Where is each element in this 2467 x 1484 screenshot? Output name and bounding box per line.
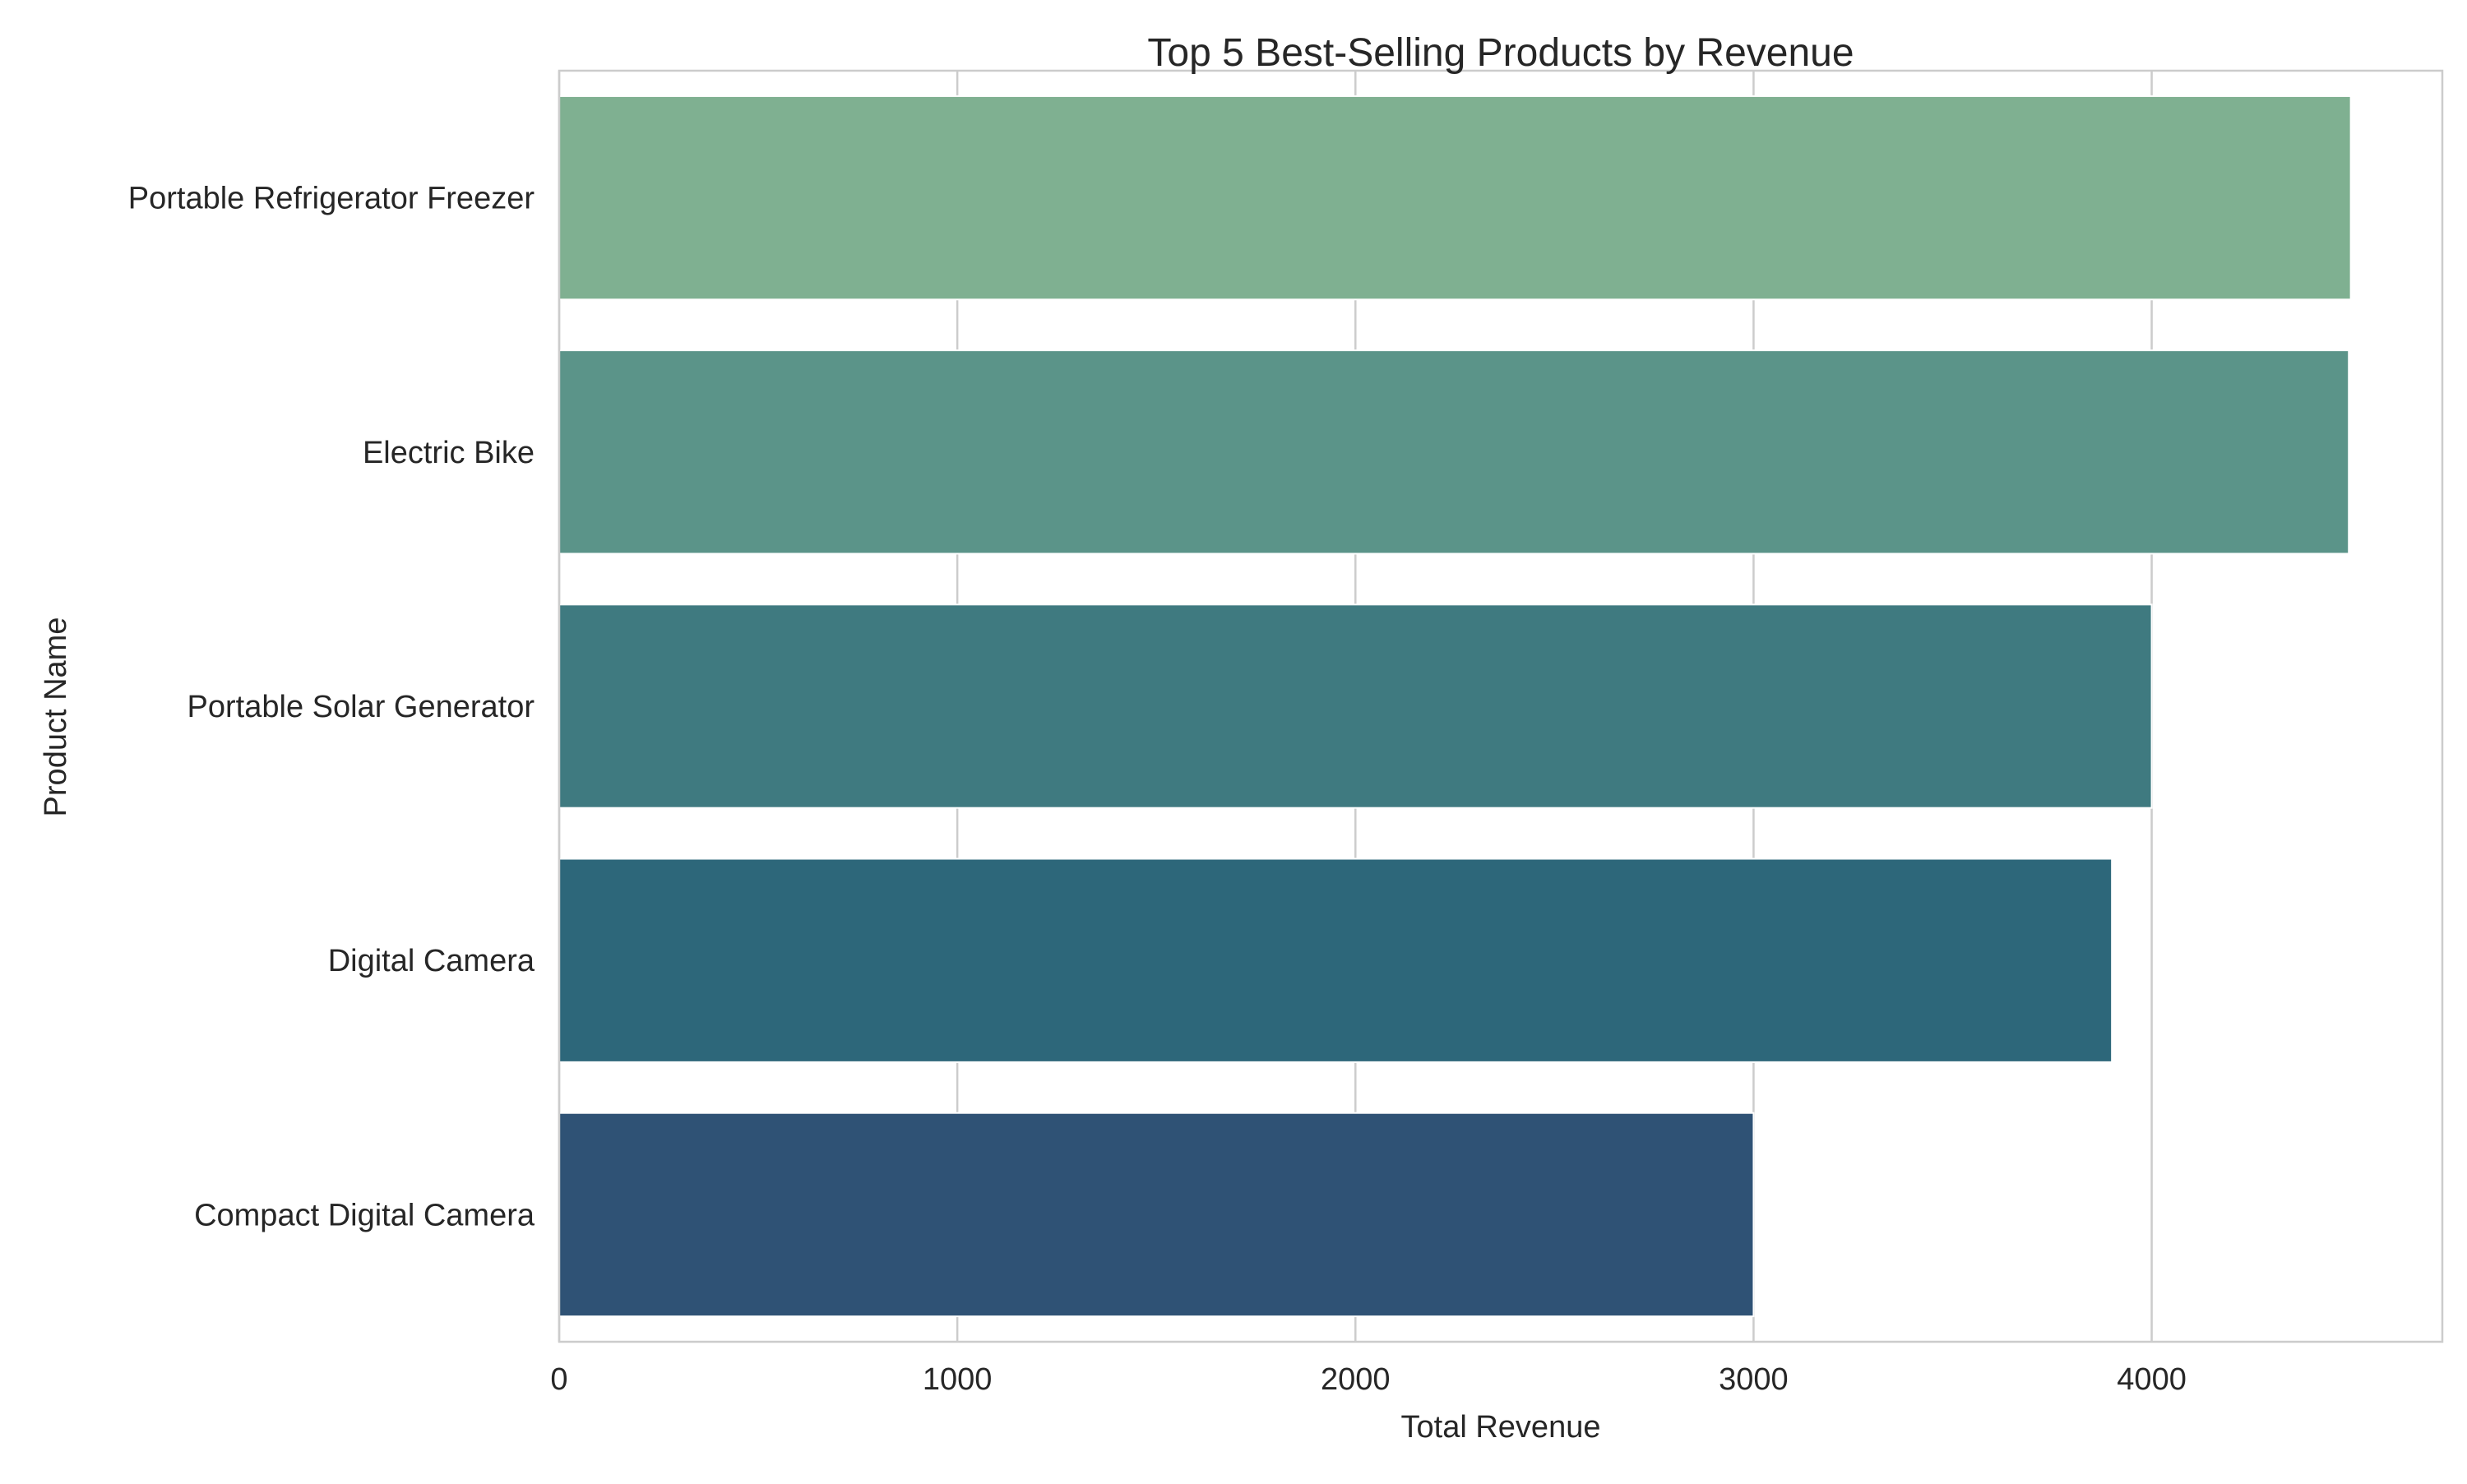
category-label: Electric Bike [363, 436, 535, 470]
chart-title: Top 5 Best-Selling Products by Revenue [1147, 31, 1854, 75]
bar-layer [558, 95, 2352, 1318]
x-tick-label: 3000 [1719, 1362, 1789, 1397]
category-label: Portable Solar Generator [187, 690, 535, 724]
bar [558, 858, 2113, 1063]
category-label-layer: Portable Refrigerator Freezer Electric Bi… [128, 182, 535, 1233]
bar [558, 95, 2352, 301]
category-label: Digital Camera [328, 944, 535, 978]
x-tick-label: 1000 [923, 1362, 993, 1397]
category-label: Portable Refrigerator Freezer [128, 182, 535, 216]
x-axis-title: Total Revenue [1401, 1410, 1601, 1445]
x-tick-layer: 0 1000 2000 3000 4000 [550, 1362, 2186, 1397]
bar [558, 1112, 1755, 1318]
bar [558, 603, 2153, 809]
plot-frame [558, 69, 2444, 1343]
x-tick-label: 2000 [1321, 1362, 1391, 1397]
x-tick-label: 0 [550, 1362, 567, 1397]
x-tick-label: 4000 [2117, 1362, 2187, 1397]
bar [558, 349, 2350, 555]
category-label: Compact Digital Camera [194, 1198, 535, 1232]
y-axis-title: Product Name [39, 617, 73, 817]
